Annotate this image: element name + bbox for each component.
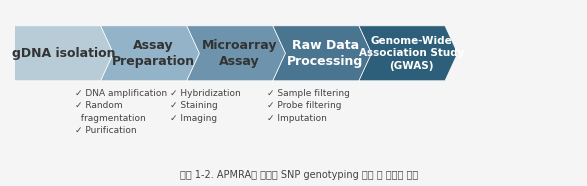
Text: Assay
Preparation: Assay Preparation xyxy=(112,39,195,68)
Text: ✓ DNA amplification
✓ Random
  fragmentation
✓ Purification: ✓ DNA amplification ✓ Random fragmentati… xyxy=(75,89,167,135)
Polygon shape xyxy=(15,26,113,81)
Polygon shape xyxy=(359,26,458,81)
Polygon shape xyxy=(101,26,200,81)
Text: Genome-Wide
Association Study
(GWAS): Genome-Wide Association Study (GWAS) xyxy=(359,36,464,71)
Polygon shape xyxy=(273,26,372,81)
Text: gDNA isolation: gDNA isolation xyxy=(12,47,116,60)
Text: ✓ Hybridization
✓ Staining
✓ Imaging: ✓ Hybridization ✓ Staining ✓ Imaging xyxy=(170,89,240,123)
Text: ✓ Sample filtering
✓ Probe filtering
✓ Imputation: ✓ Sample filtering ✓ Probe filtering ✓ I… xyxy=(267,89,350,123)
Text: Raw Data
Processing: Raw Data Processing xyxy=(287,39,363,68)
Text: Microarray
Assay: Microarray Assay xyxy=(201,39,277,68)
Text: 그림 1-2. APMRA를 활용한 SNP genotyping 실험 및 전처리 과정: 그림 1-2. APMRA를 활용한 SNP genotyping 실험 및 전… xyxy=(180,170,418,180)
Polygon shape xyxy=(187,26,285,81)
